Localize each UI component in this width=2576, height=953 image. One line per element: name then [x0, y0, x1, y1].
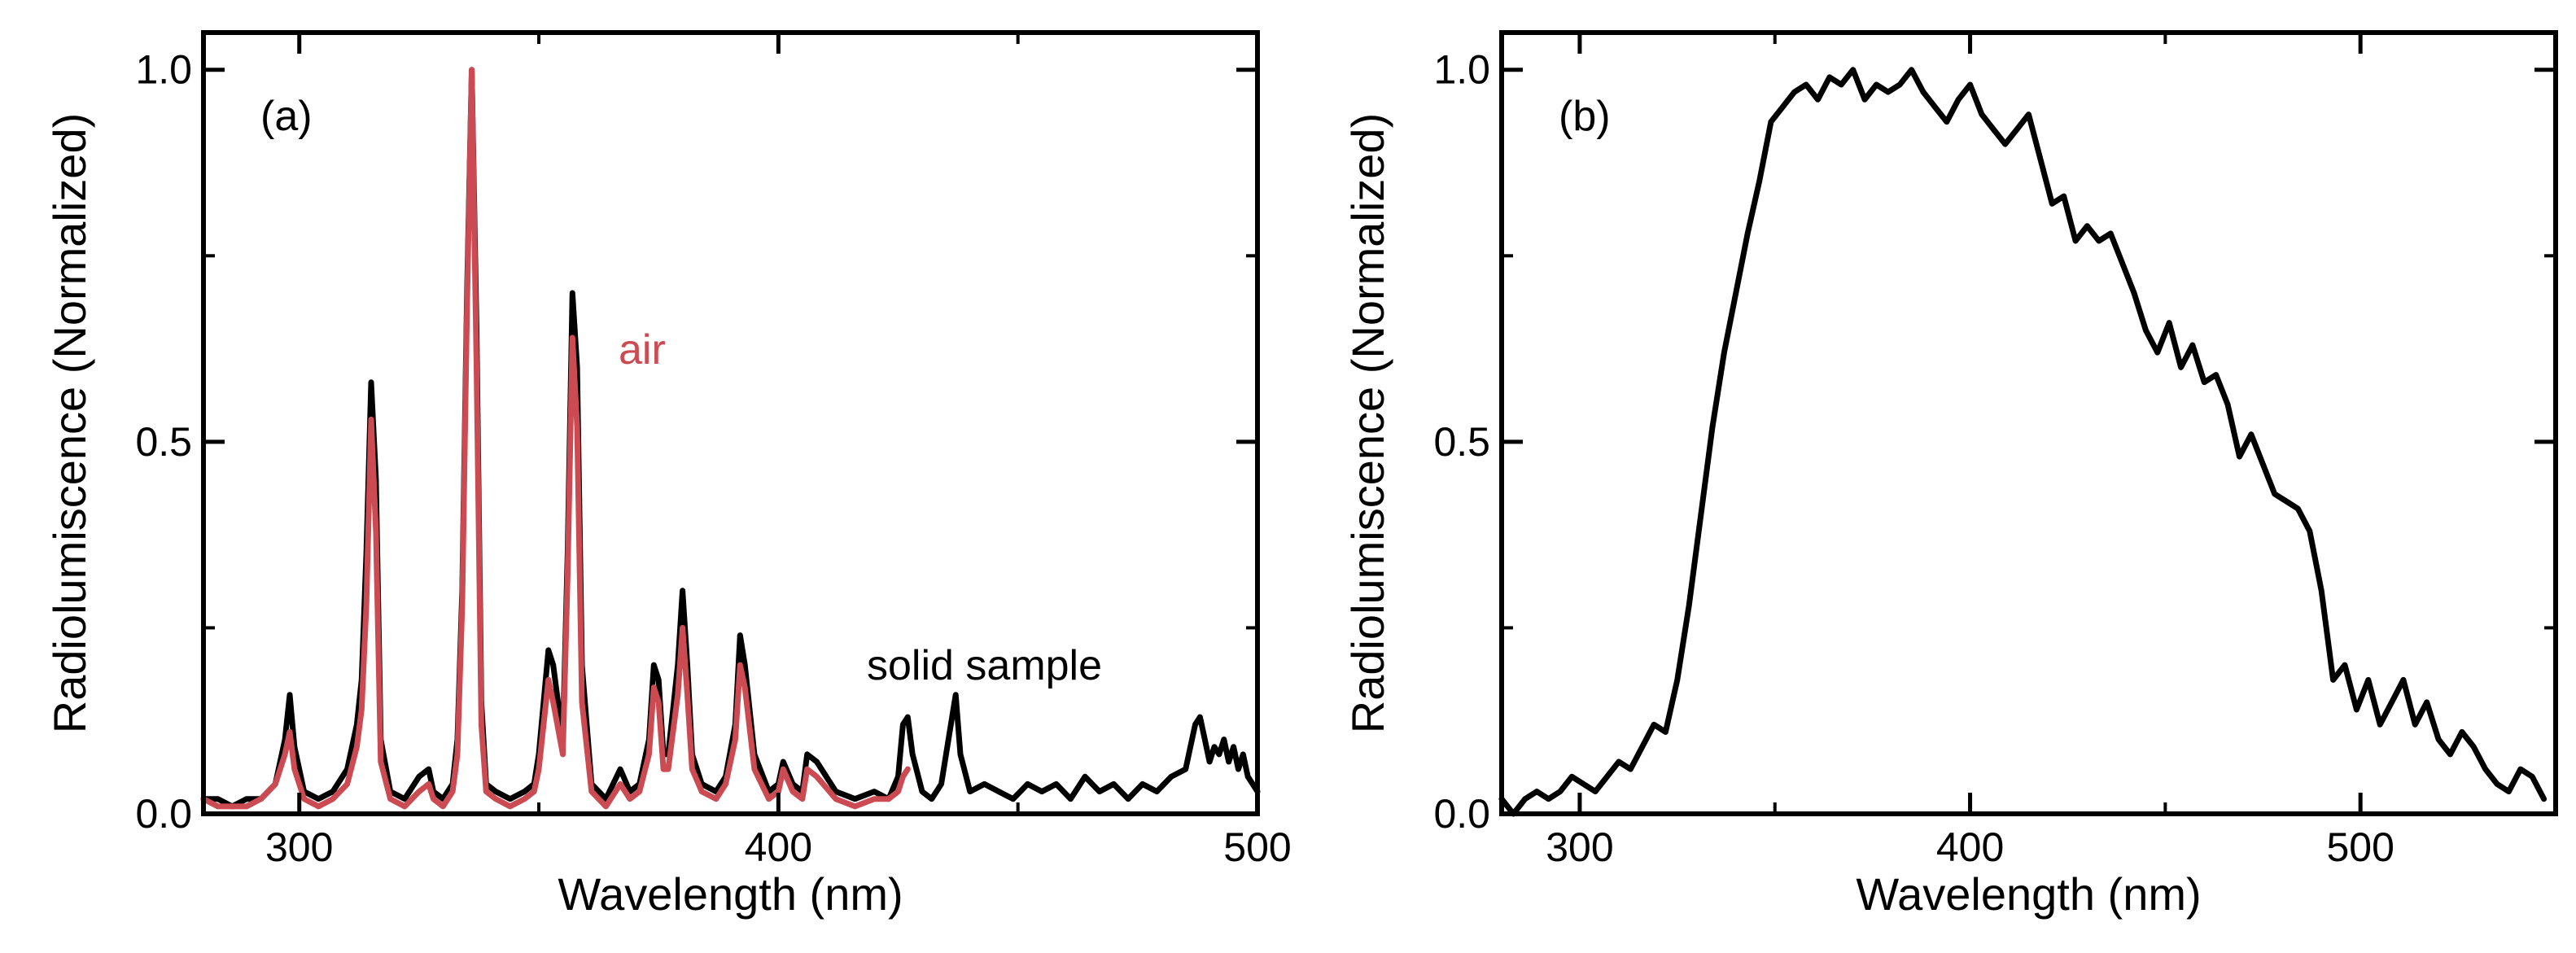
- series-line-air: [200, 67, 911, 810]
- x-tick-label: 500: [1223, 824, 1291, 870]
- panel-label: (b): [1559, 93, 1611, 140]
- annotation-air: air: [619, 326, 666, 374]
- y-tick-label: 1.0: [135, 47, 192, 93]
- series-line-spectrum: [1498, 67, 2548, 817]
- plot-frame: [201, 30, 1260, 816]
- panel-a: 300 400 500 0.0 0.5 1.0 Wavelength (nm) Radiolu…: [44, 30, 1292, 920]
- x-tick-label: 300: [265, 824, 333, 870]
- x-tick-label: 500: [2326, 824, 2394, 870]
- y-tick-label: 0.0: [1433, 791, 1490, 837]
- y-axis-title: Radiolumiscence (Normalized): [1342, 113, 1393, 733]
- plot-frame: [1499, 30, 2558, 816]
- panel-label: (a): [260, 93, 313, 140]
- x-axis-title: Wavelength (nm): [558, 868, 903, 920]
- x-tick-label: 400: [745, 824, 812, 870]
- y-axis-title: Radiolumiscence (Normalized): [44, 113, 95, 733]
- x-tick-label: 300: [1546, 824, 1613, 870]
- x-axis-title: Wavelength (nm): [1856, 868, 2201, 920]
- panel-b: 300 400 500 0.0 0.5 1.0 Wavelength (nm) Radiolu…: [1342, 30, 2558, 920]
- x-tick-label: 400: [1936, 824, 2004, 870]
- annotation-solid-sample: solid sample: [867, 642, 1102, 689]
- y-tick-label: 0.5: [1433, 419, 1490, 465]
- y-tick-label: 0.5: [135, 419, 192, 465]
- y-tick-label: 1.0: [1433, 47, 1490, 93]
- y-tick-label: 0.0: [135, 791, 192, 837]
